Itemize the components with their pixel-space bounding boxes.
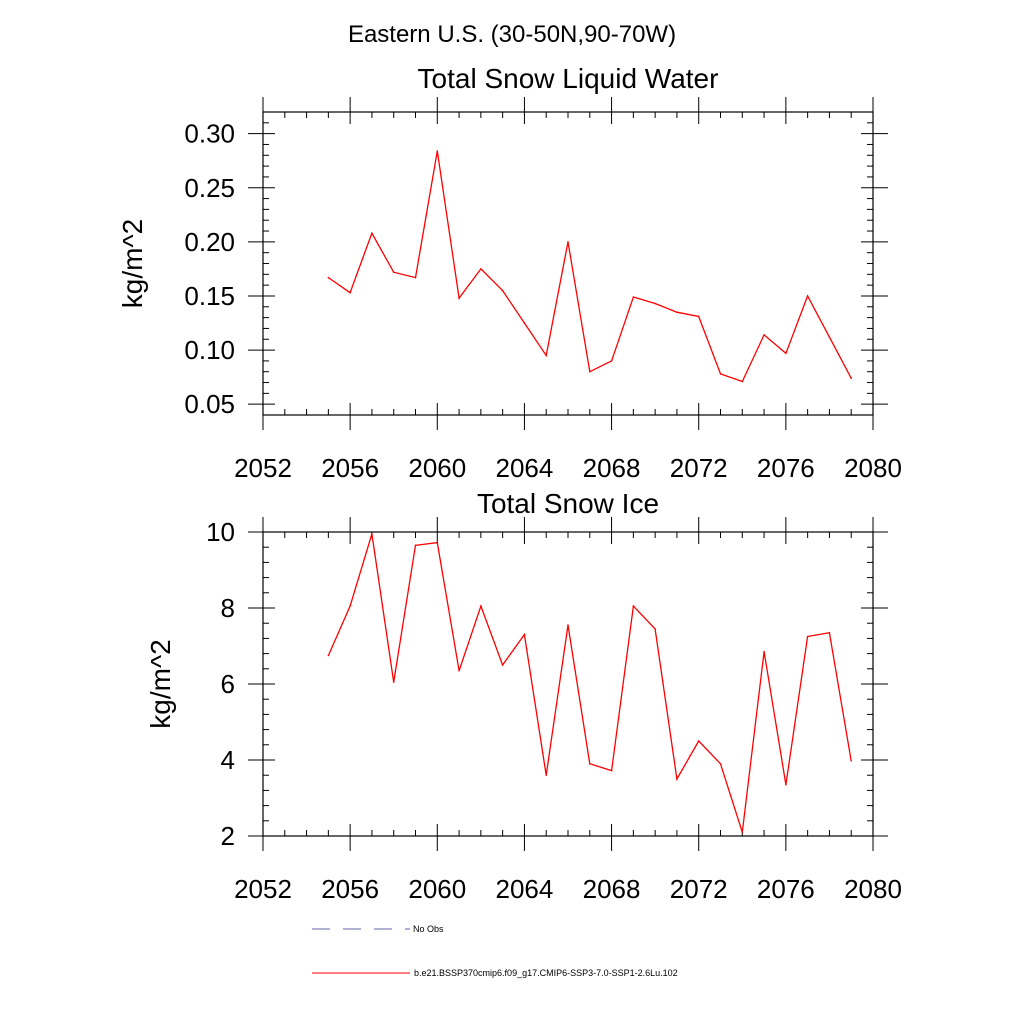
data-point	[589, 370, 591, 373]
plot-frame	[262, 111, 874, 416]
data-point	[610, 360, 613, 362]
data-point	[414, 276, 417, 279]
data-point	[545, 774, 547, 776]
legend: No Obs b.e21.BSSP370cmip6.f09_g17.CMIP6-S…	[312, 924, 678, 978]
data-point	[392, 271, 395, 274]
data-point	[349, 291, 351, 294]
data-point	[719, 373, 722, 375]
x-tick-label: 2056	[321, 453, 379, 483]
y-tick-label: 0.30	[184, 119, 235, 149]
panel-title: Total Snow Liquid Water	[418, 63, 719, 94]
data-point	[719, 763, 722, 765]
data-point	[458, 669, 460, 672]
data-point	[392, 681, 395, 683]
legend-label: No Obs	[413, 924, 444, 934]
data-point	[828, 631, 831, 634]
data-point	[327, 654, 330, 657]
data-point	[763, 334, 765, 336]
series-line	[327, 533, 852, 833]
y-tick-label: 4	[221, 745, 235, 775]
data-point	[654, 628, 656, 630]
data-point	[349, 605, 351, 607]
x-tick-label: 2072	[670, 453, 728, 483]
data-point	[327, 276, 330, 279]
data-point	[741, 380, 744, 383]
data-point	[567, 241, 569, 243]
data-point	[371, 533, 373, 535]
x-tick-label: 2076	[757, 453, 815, 483]
series-line	[328, 150, 852, 383]
panel-title: Total Snow Ice	[477, 488, 659, 519]
x-tick-label: 2080	[844, 453, 902, 483]
data-point	[676, 778, 678, 780]
x-tick-label: 2064	[496, 453, 554, 483]
data-point	[501, 664, 504, 666]
panel-snow-ice: Total Snow Ice kg/m^2 2052 2056 2060 2064 2068…	[145, 488, 902, 904]
x-tick-label: 2052	[234, 874, 292, 904]
x-tick-label: 2060	[408, 874, 466, 904]
y-tick-label: 8	[221, 593, 235, 623]
data-point	[501, 289, 504, 292]
data-point	[567, 624, 569, 626]
data-point	[676, 311, 678, 314]
figure-title: Eastern U.S. (30-50N,90-70W)	[348, 21, 676, 48]
data-point	[458, 297, 460, 299]
data-point	[610, 769, 613, 772]
data-point	[828, 336, 831, 338]
data-point	[806, 295, 809, 297]
data-point	[414, 544, 417, 547]
data-point	[806, 635, 809, 638]
panel-snow-liquid-water: Total Snow Liquid Water kg/m^2 2052 2056 206…	[117, 63, 902, 483]
data-point	[785, 783, 787, 786]
y-tick-label: 10	[206, 517, 235, 547]
x-tick-label: 2064	[496, 874, 554, 904]
data-point	[763, 650, 765, 653]
x-tick-label: 2052	[234, 453, 292, 483]
y-tick-label: 6	[221, 669, 235, 699]
y-tick-label: 0.20	[184, 227, 235, 257]
data-point	[654, 302, 656, 305]
data-point	[480, 268, 482, 270]
x-tick-label: 2068	[583, 874, 641, 904]
data-point	[371, 232, 373, 234]
x-tick-label: 2068	[583, 453, 641, 483]
data-point	[697, 740, 700, 742]
x-tick-label: 2076	[757, 874, 815, 904]
data-point	[523, 633, 526, 636]
data-point	[850, 377, 852, 380]
y-axis-label: kg/m^2	[145, 639, 176, 728]
y-tick-label: 2	[221, 821, 235, 851]
data-point	[697, 315, 700, 318]
plot-frame	[262, 531, 874, 837]
data-point	[741, 831, 744, 833]
data-point	[545, 354, 547, 357]
x-tick-label: 2056	[321, 874, 379, 904]
data-point	[436, 150, 439, 152]
y-tick-label: 0.15	[184, 281, 235, 311]
y-axis-label: kg/m^2	[117, 219, 148, 308]
data-point	[632, 605, 635, 607]
y-tick-label: 0.05	[184, 389, 235, 419]
y-tick-label: 0.10	[184, 335, 235, 365]
data-point	[632, 296, 635, 298]
x-tick-label: 2080	[844, 874, 902, 904]
x-tick-label: 2060	[408, 453, 466, 483]
data-point	[523, 322, 526, 324]
x-tick-label: 2072	[670, 874, 728, 904]
data-point	[480, 605, 482, 607]
data-point	[850, 760, 852, 762]
legend-label: b.e21.BSSP370cmip6.f09_g17.CMIP6-SSP3-7.…	[414, 968, 678, 978]
data-point	[436, 541, 439, 544]
y-tick-label: 0.25	[184, 173, 235, 203]
data-point	[785, 352, 787, 355]
data-point	[589, 763, 591, 765]
